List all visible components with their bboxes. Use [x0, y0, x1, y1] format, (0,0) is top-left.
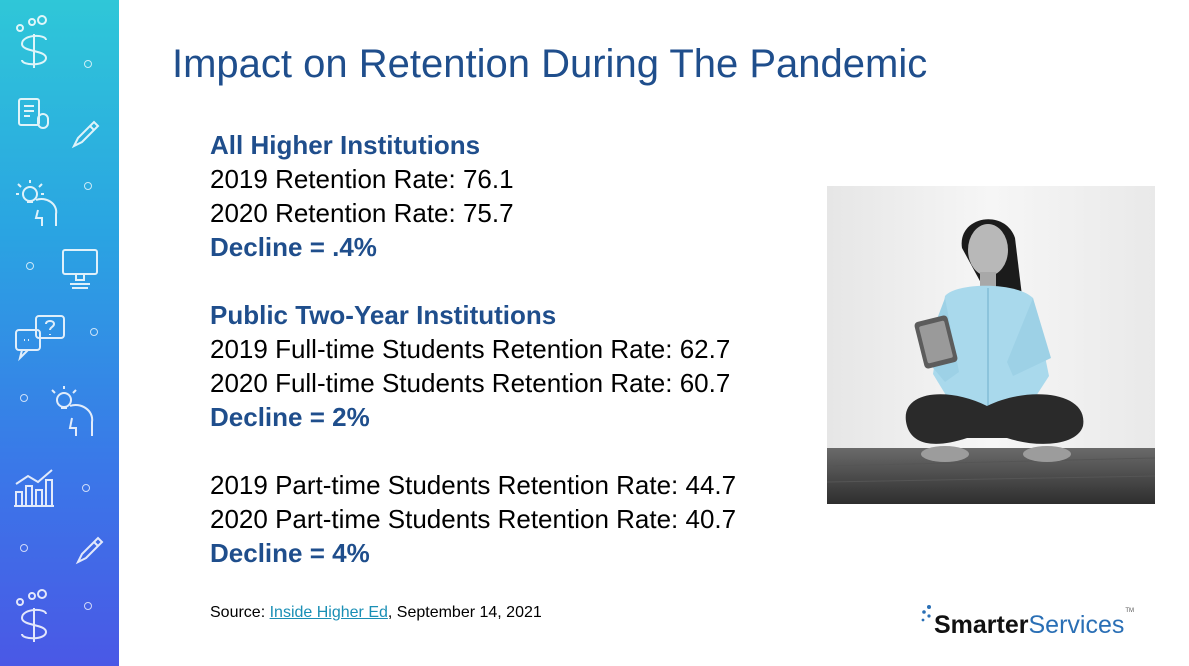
section-heading-public-two-year: Public Two-Year Institutions [210, 300, 557, 330]
pencil-icon [75, 536, 104, 565]
monitor-icon [62, 249, 98, 289]
source-citation: Source: Inside Higher Ed, September 14, … [210, 604, 542, 622]
logo-smarter: Smarter [934, 611, 1029, 639]
retention-line: 2020 Retention Rate: 75.7 [210, 198, 514, 228]
retention-line: 2019 Retention Rate: 76.1 [210, 164, 514, 194]
retention-content: All Higher Institutions 2019 Retention R… [210, 128, 736, 570]
lightbulb-head-icon [51, 386, 94, 436]
source-suffix: , September 14, 2021 [387, 604, 542, 621]
decline-value: Decline = .4% [210, 232, 377, 262]
retention-line: 2020 Full-time Students Retention Rate: … [210, 368, 731, 398]
logo-trademark: TM [1125, 608, 1135, 614]
s-logo-icon [16, 15, 48, 68]
source-link[interactable]: Inside Higher Ed [269, 604, 388, 621]
decline-value: Decline = 4% [210, 538, 370, 568]
source-prefix: Source: [210, 604, 270, 621]
bar-chart-icon [14, 469, 54, 507]
slide-title: Impact on Retention During The Pandemic [172, 42, 928, 86]
decline-value: Decline = 2% [210, 402, 370, 432]
s-logo-icon [16, 589, 48, 642]
pencil-icon [71, 120, 100, 149]
chat-bubbles-icon [15, 315, 65, 362]
retention-line: 2019 Full-time Students Retention Rate: … [210, 334, 731, 364]
document-icon [18, 98, 49, 129]
logo-services: Services [1028, 611, 1125, 639]
retention-line: 2020 Part-time Students Retention Rate: … [210, 504, 737, 534]
logo-dots-icon [921, 605, 931, 622]
decorative-sidebar [0, 0, 119, 666]
smarter-services-logo: Smarter Services TM [920, 604, 1134, 640]
retention-line: 2019 Part-time Students Retention Rate: … [210, 470, 737, 500]
woman-with-tablet-photo [827, 186, 1155, 504]
section-heading-all-higher: All Higher Institutions [210, 130, 481, 160]
lightbulb-head-icon [16, 180, 58, 226]
